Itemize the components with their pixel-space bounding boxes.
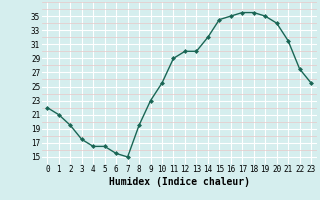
X-axis label: Humidex (Indice chaleur): Humidex (Indice chaleur): [109, 177, 250, 187]
